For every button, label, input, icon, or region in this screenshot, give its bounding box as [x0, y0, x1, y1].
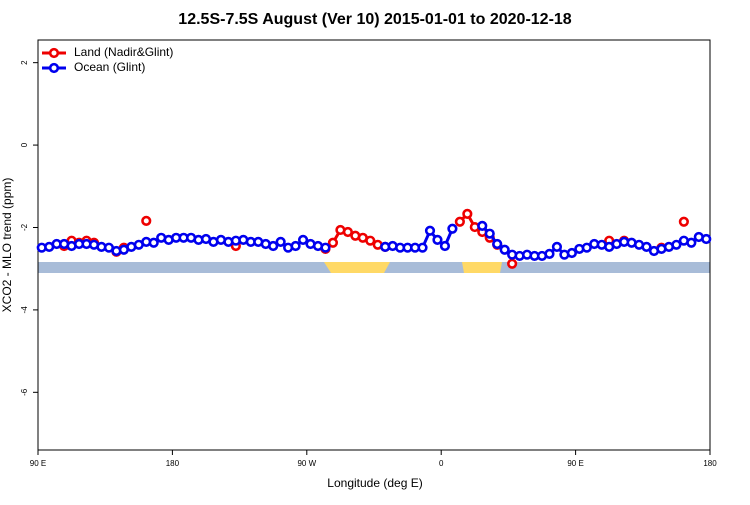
data-point [544, 248, 555, 259]
y-tick-label: 2 [20, 60, 29, 65]
y-tick-label: -2 [20, 223, 29, 231]
data-point [686, 237, 697, 248]
data-point [499, 244, 510, 255]
land-patch [462, 262, 502, 273]
data-point [141, 215, 152, 226]
y-tick-label: 0 [20, 142, 29, 147]
data-point [477, 220, 488, 231]
data-point [678, 216, 689, 227]
legend-marker [48, 47, 60, 59]
data-point [342, 226, 353, 238]
x-tick-label: 90 W [297, 459, 316, 468]
y-tick-label: -4 [20, 306, 29, 314]
data-point [327, 237, 339, 248]
data-point [447, 223, 458, 234]
x-axis-label: Longitude (deg E) [327, 476, 422, 490]
legend-label: Ocean (Glint) [74, 60, 145, 74]
data-point [320, 242, 331, 253]
x-tick-label: 0 [439, 459, 444, 468]
y-tick-label: -6 [20, 388, 29, 396]
data-point [290, 240, 301, 252]
data-point [462, 208, 473, 219]
chart-title: 12.5S-7.5S August (Ver 10) 2015-01-01 to… [178, 11, 571, 28]
x-tick-label: 90 E [567, 459, 583, 468]
legend-label: Land (Nadir&Glint) [74, 45, 173, 59]
data-point [268, 240, 279, 252]
data-point [365, 235, 376, 246]
data-point [454, 216, 465, 227]
x-tick-label: 180 [703, 459, 717, 468]
data-point [148, 237, 159, 248]
data-point [566, 247, 577, 259]
data-point [551, 241, 563, 252]
data-point [492, 238, 503, 250]
surface-band [38, 262, 710, 273]
land-patch [324, 262, 390, 273]
data-point [439, 240, 451, 252]
data-point [701, 233, 712, 245]
data-point [507, 258, 518, 269]
x-tick-label: 90 E [30, 459, 46, 468]
legend-marker [48, 62, 60, 74]
data-point [275, 236, 286, 248]
y-axis-label: XCO2 - MLO trend (ppm) [0, 178, 14, 313]
data-point [424, 225, 436, 236]
data-point [417, 242, 428, 253]
legend: Land (Nadir&Glint)Ocean (Glint) [42, 45, 173, 74]
data-point [641, 241, 652, 252]
data-point [581, 242, 592, 253]
data-point [432, 234, 443, 245]
x-tick-label: 180 [166, 459, 180, 468]
data-point [671, 239, 682, 250]
data-point [297, 234, 309, 245]
data-point [484, 228, 495, 239]
